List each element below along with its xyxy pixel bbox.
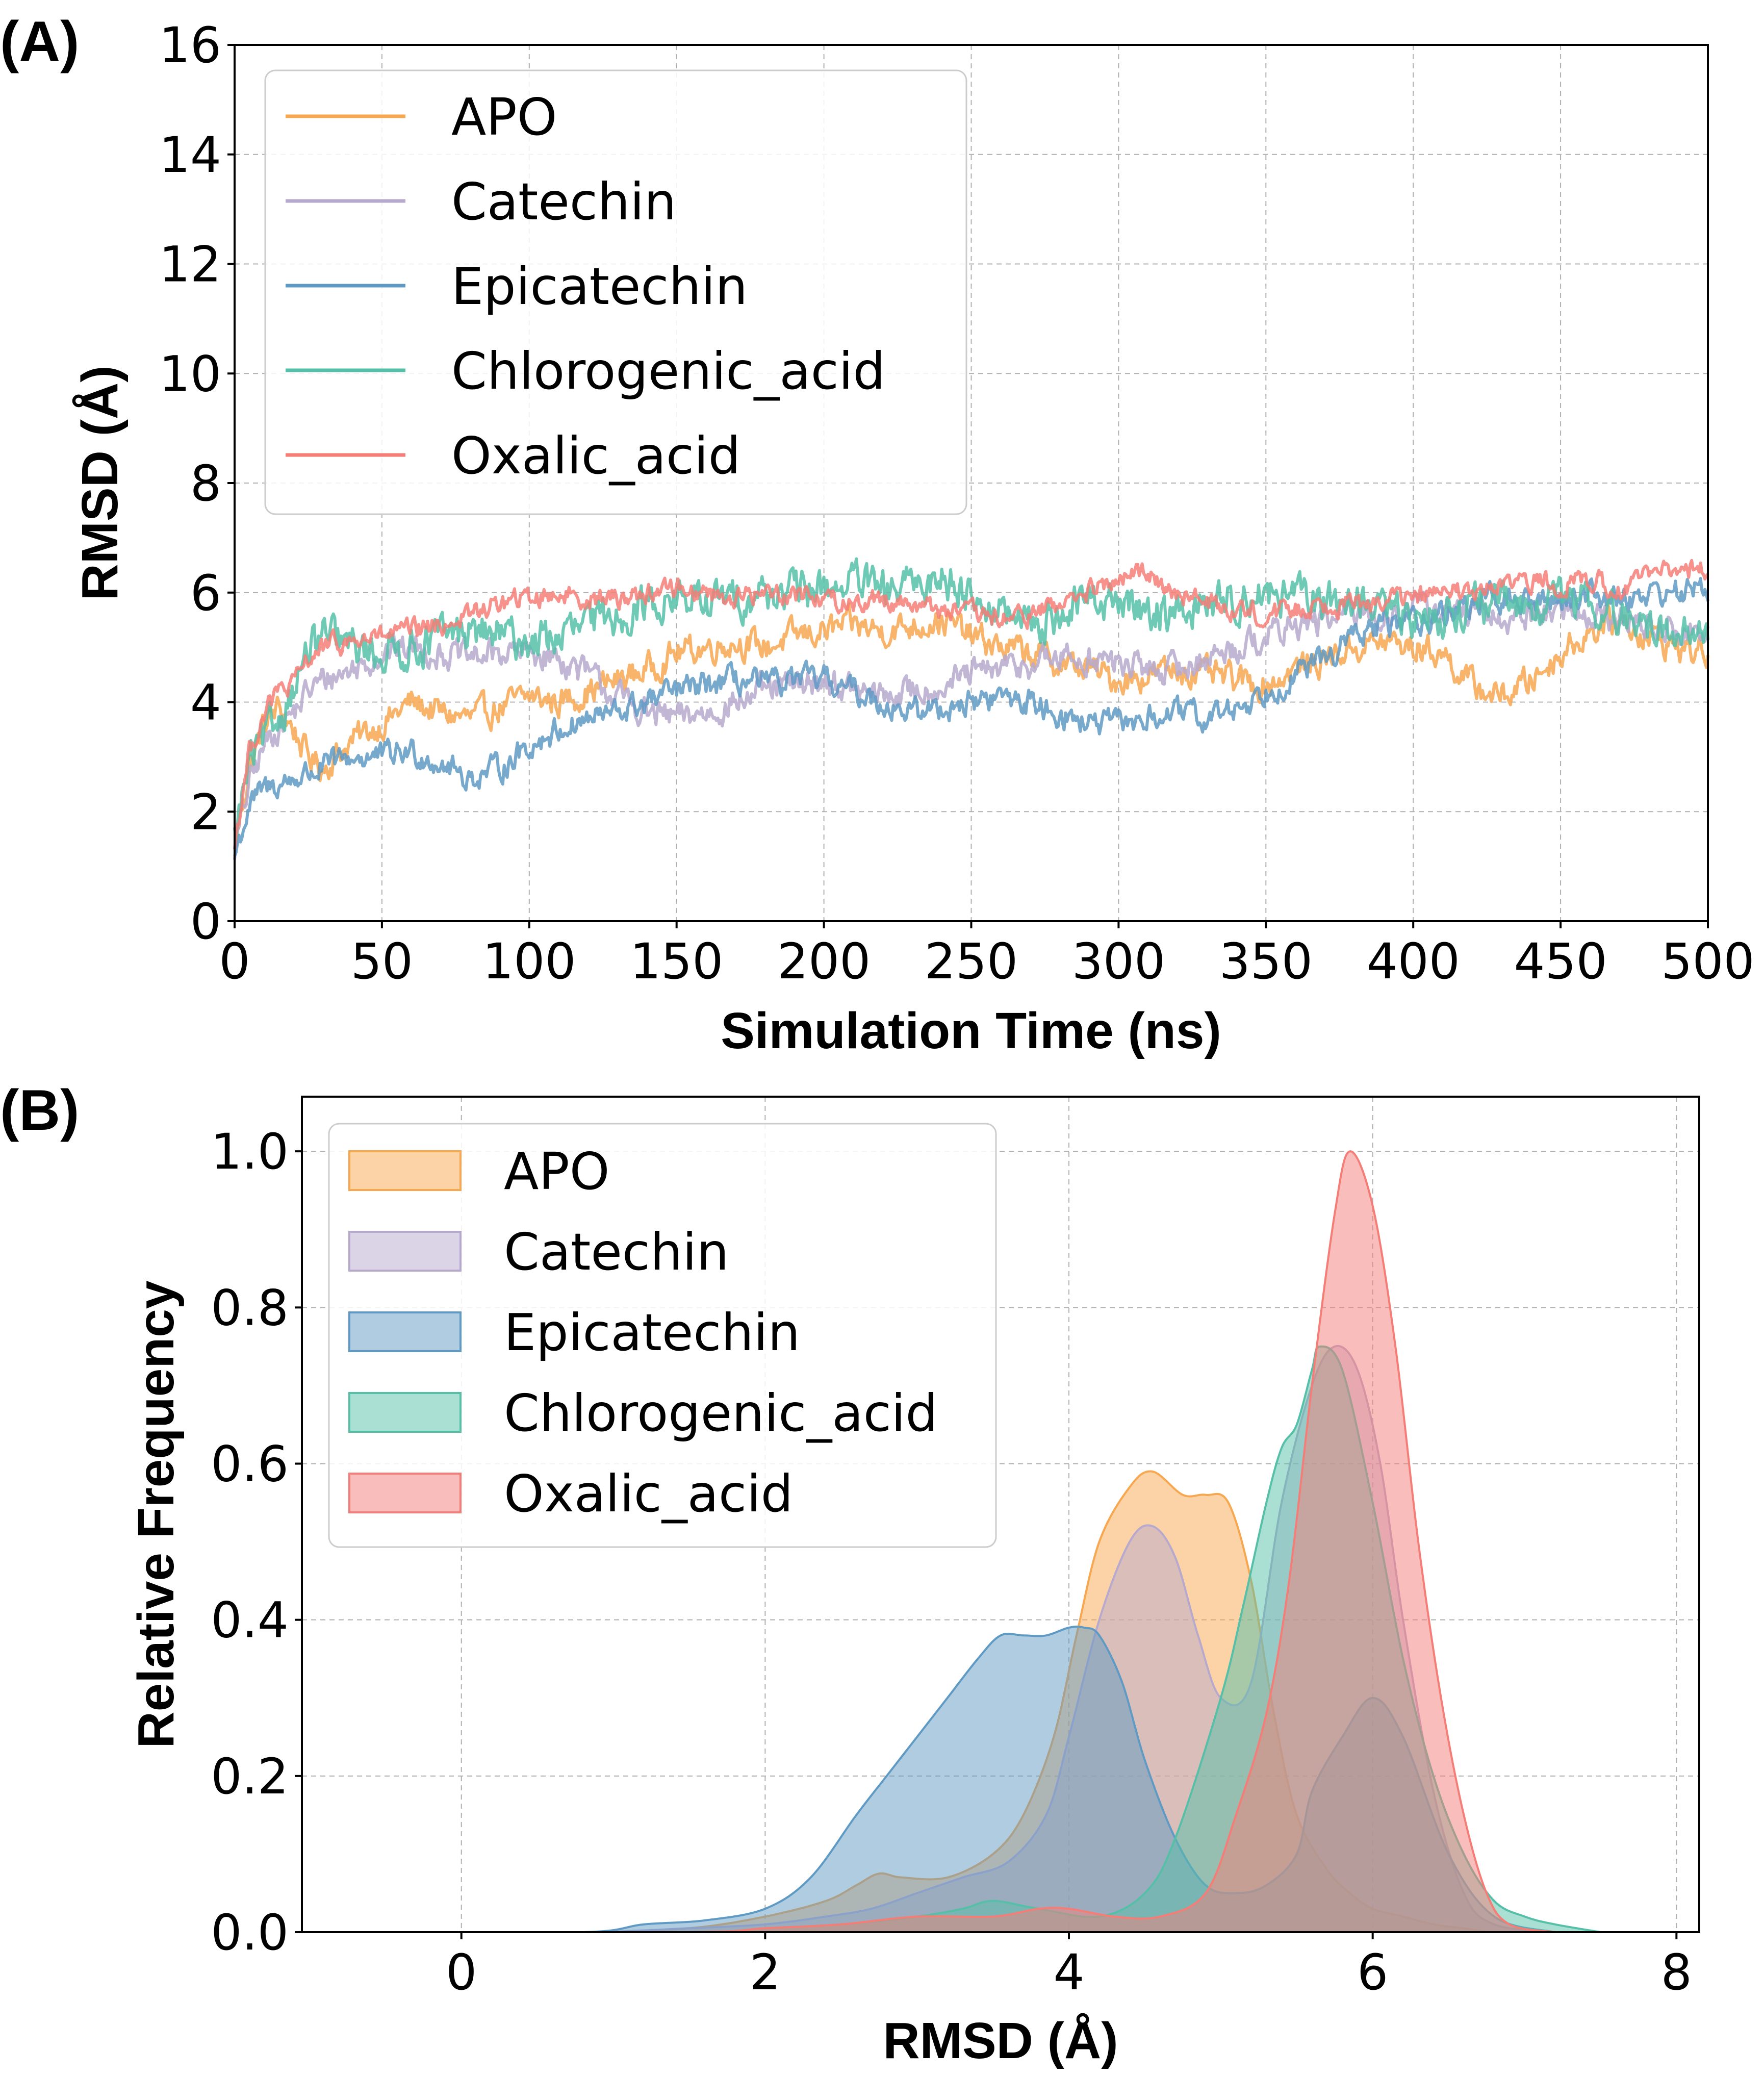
panel-b-legend-label-oxalic-acid: Oxalic_acid [504,1464,793,1524]
panel-a-x-tick-label: 500 [1661,933,1754,990]
panel-a-y-tick-label: 8 [190,455,221,512]
panel-b-y-tick-label: 0.0 [211,1904,289,1961]
panel-b-legend-swatch-epicatechin [348,1311,462,1352]
panel-a-series-line-catechin [233,591,1709,860]
panel-a-x-tick-label: 350 [1219,933,1313,990]
panel-a-y-tick-label: 14 [159,126,221,184]
panel-b-legend-label-epicatechin: Epicatechin [504,1303,800,1362]
panel-b-density-area-oxalic-acid [370,1151,1555,1932]
panel-a-x-tick-label: 150 [630,933,723,990]
panel-a-legend: APO Catechin Epicatechin Chlorogenic_acid Ox… [264,69,967,515]
panel-a-x-tick-label: 250 [925,933,1018,990]
panel-a-y-tick-label: 10 [159,345,221,402]
panel-b-y-axis-label: Relative Frequency [127,1280,185,1748]
panel-b-density-area-epicatechin [370,1627,1555,1932]
panel-b-x-tick-label: 0 [446,1944,477,2001]
panel-a-series-line-epicatechin [233,577,1709,857]
panel-b-y-tick-label: 1.0 [211,1123,289,1180]
panel-a-legend-label-epicatechin: Epicatechin [451,257,748,316]
panel-b-density-outline-oxalic-acid [370,1150,1555,1934]
panel-a-legend-label-oxalic-acid: Oxalic_acid [451,426,740,486]
panel-b-legend-label-apo: APO [504,1142,609,1201]
panel-b-x-tick-label: 2 [750,1944,781,2001]
panel-a-legend-label-apo: APO [451,87,557,147]
panel-a-y-tick-label: 2 [190,783,221,841]
panel-b-legend-swatch-catechin [348,1231,462,1272]
panel-b-label: (B) [0,1078,79,1142]
panel-a-x-axis-label: Simulation Time (ns) [721,1002,1221,1059]
panel-a-series-line-apo [234,602,1709,848]
panel-a-y-tick-label: 12 [159,236,221,293]
panel-b-legend-label-chlorogenic-acid: Chlorogenic_acid [504,1383,938,1443]
panel-b-y-tick-label: 0.2 [211,1748,289,1805]
panel-b-y-tick-label: 0.8 [211,1279,289,1336]
panel-b-density-chart: (B) 0 2 4 6 8 0.0 0.2 0.4 0.6 0.8 1.0 RMSD (Å) Rel… [0,1078,1700,2069]
panel-a-y-tick-label: 4 [190,674,221,731]
panel-b-y-tick-label: 0.4 [211,1592,289,1649]
panel-b-legend-label-catechin: Catechin [504,1222,729,1282]
panel-a-y-tick-label: 16 [159,17,221,74]
panel-a-y-tick-label: 6 [190,565,221,622]
panel-b-legend-box [328,1123,997,1548]
panel-a-x-tick-label: 300 [1072,933,1165,990]
panel-a-series-line-chlorogenic-acid [233,557,1709,841]
panel-b-legend-swatch-oxalic-acid [348,1473,462,1513]
panel-a-x-tick-label: 400 [1367,933,1460,990]
panel-b-y-tick-label: 0.6 [211,1435,289,1492]
panel-a-legend-box [264,69,967,515]
panel-b-legend: APO Catechin Epicatechin Chlorogenic_acid Ox… [328,1123,997,1548]
panel-b-legend-swatch-chlorogenic-acid [348,1392,462,1433]
panel-b-x-axis-label: RMSD (Å) [883,2012,1118,2069]
panel-a-x-tick-label: 0 [219,933,250,990]
panel-a-legend-label-catechin: Catechin [451,172,676,232]
panel-a-y-tick-label: 0 [190,893,221,950]
panel-a-y-axis-label: RMSD (Å) [71,365,129,600]
panel-b-legend-swatch-apo [348,1150,462,1191]
panel-a-rmsd-line-chart: (A) 0 50 100 150 200 250 300 350 400 450 500 0 2 4 6 8 1… [0,10,1755,1059]
panel-a-x-tick-label: 50 [351,933,413,990]
panel-a-x-tick-label: 100 [482,933,576,990]
panel-b-x-tick-label: 6 [1357,1944,1388,2001]
panel-a-x-tick-label: 200 [777,933,871,990]
panel-a-legend-label-chlorogenic-acid: Chlorogenic_acid [451,341,885,401]
panel-b-plot-frame [301,1096,1700,1933]
panel-a-x-tick-label: 450 [1514,933,1607,990]
panel-b-x-tick-label: 4 [1053,1944,1084,2001]
panel-b-x-tick-label: 8 [1661,1944,1692,2001]
panel-a-label: (A) [0,10,79,73]
panel-a-series-line-oxalic-acid [233,559,1709,850]
